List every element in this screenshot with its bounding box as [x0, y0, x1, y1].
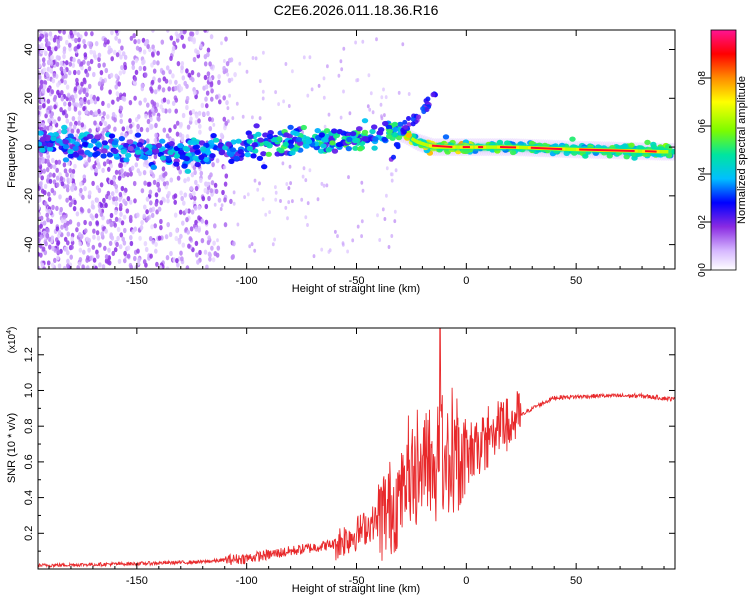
spectrogram-y-tick-label: 0 [23, 144, 35, 150]
snr-x-tick-label: -50 [349, 575, 365, 587]
snr-x-tick-label: 0 [463, 575, 469, 587]
snr-y-tick-label: 1.2 [23, 347, 35, 362]
snr-x-tick-label: -100 [236, 575, 258, 587]
spectrogram-x-tick-label: 50 [570, 275, 582, 287]
spectrogram-y-tick-label: -20 [23, 188, 35, 204]
snr-x-tick-label: 50 [570, 575, 582, 587]
snr-y-tick-label: 1.0 [23, 383, 35, 398]
snr-exponent-power: 4 [6, 330, 13, 334]
snr-series-line [38, 328, 675, 569]
snr-exponent-label: (x104) [6, 327, 18, 354]
snr-y-axis: 0.2 0.4 0.6 0.8 1.0 1.2 [23, 336, 675, 552]
svg-text:(x104): (x104) [6, 327, 18, 354]
spectrogram-x-label: Height of straight line (km) [292, 283, 420, 295]
snr-y-tick-label: 0.8 [23, 419, 35, 434]
spectrogram-x-tick-label: -150 [126, 275, 148, 287]
figure-title: C2E6.2026.011.18.36.R16 [274, 2, 439, 18]
spectrogram-x-axis: -150 -100 -50 0 50 [48, 30, 665, 287]
snr-y-tick-label: 0.6 [23, 454, 35, 469]
colorbar-tick-label: 0.2 [697, 215, 708, 229]
snr-exponent-suffix: ) [7, 327, 18, 330]
snr-plot-area [38, 328, 675, 569]
snr-y-tick-label: 0.2 [23, 526, 35, 541]
spectrogram-y-tick-label: 40 [23, 43, 35, 55]
colorbar-tick-label: 0.8 [697, 71, 708, 85]
snr-x-label: Height of straight line (km) [292, 583, 420, 595]
spectrogram-core-band [409, 135, 669, 155]
colorbar-tick-label: 0.6 [697, 119, 708, 133]
snr-y-label: SNR (10 * v/v) [6, 413, 18, 483]
colorbar-label: Normalized spectral amplitude [736, 76, 748, 224]
snr-exponent-prefix: (x10 [7, 333, 18, 353]
snr-y-tick-label: 0.4 [23, 490, 35, 505]
spectrogram-x-tick-label: -50 [349, 275, 365, 287]
snr-x-tick-label: -150 [126, 575, 148, 587]
spectrogram-y-axis: -40 -20 0 20 40 [23, 43, 675, 270]
colorbar-axis: 0.0 0.2 0.4 0.6 0.8 [697, 71, 711, 277]
spectrogram-y-label: Frequency (Hz) [6, 112, 18, 188]
spectrogram-panel: -150 -100 -50 0 50 -40 -20 0 20 40 Height of str… [6, 29, 676, 295]
spectrogram-plot-area [38, 30, 675, 269]
spectrogram-noise-layer [38, 30, 411, 269]
snr-x-axis: -150 -100 -50 0 50 [48, 328, 665, 587]
spectrogram-x-tick-label: -100 [236, 275, 258, 287]
spectrogram-y-tick-label: 20 [23, 92, 35, 104]
spectrogram-y-tick-label: -40 [23, 237, 35, 253]
spectrogram-x-tick-label: 0 [463, 275, 469, 287]
snr-panel: -150 -100 -50 0 50 0.2 0.4 0.6 0.8 1.0 1.2 Height… [6, 327, 676, 595]
colorbar: 0.0 0.2 0.4 0.6 0.8 Normalized spectral ampl… [697, 29, 748, 277]
colorbar-tick-label: 0.4 [697, 167, 708, 181]
colorbar-gradient [710, 29, 737, 271]
colorbar-tick-label: 0.0 [697, 263, 708, 277]
